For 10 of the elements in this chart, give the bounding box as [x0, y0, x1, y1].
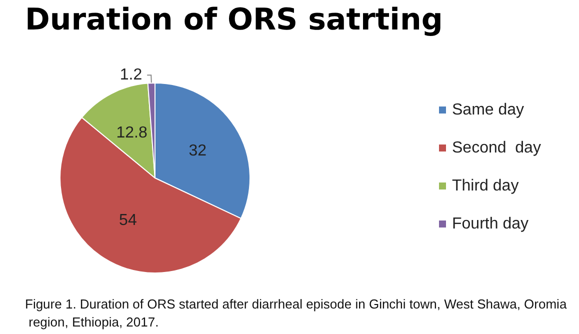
legend-label: Third day [452, 178, 519, 194]
data-label: 12.8 [116, 124, 148, 142]
legend-label: Fourth day [452, 216, 528, 232]
data-label: 32 [188, 142, 207, 160]
legend-label: Second day [452, 140, 541, 156]
legend-label: Same day [452, 102, 524, 118]
data-label: 1.2 [120, 66, 142, 84]
data-label: 54 [119, 212, 137, 230]
caption: Figure 1. Duration of ORS started after diarrheal episode in Ginchi town, West Shawa, Oromia region, Ethiopia, 2017. [25, 296, 568, 330]
chart-title: Duration of ORS satrting [25, 2, 443, 38]
